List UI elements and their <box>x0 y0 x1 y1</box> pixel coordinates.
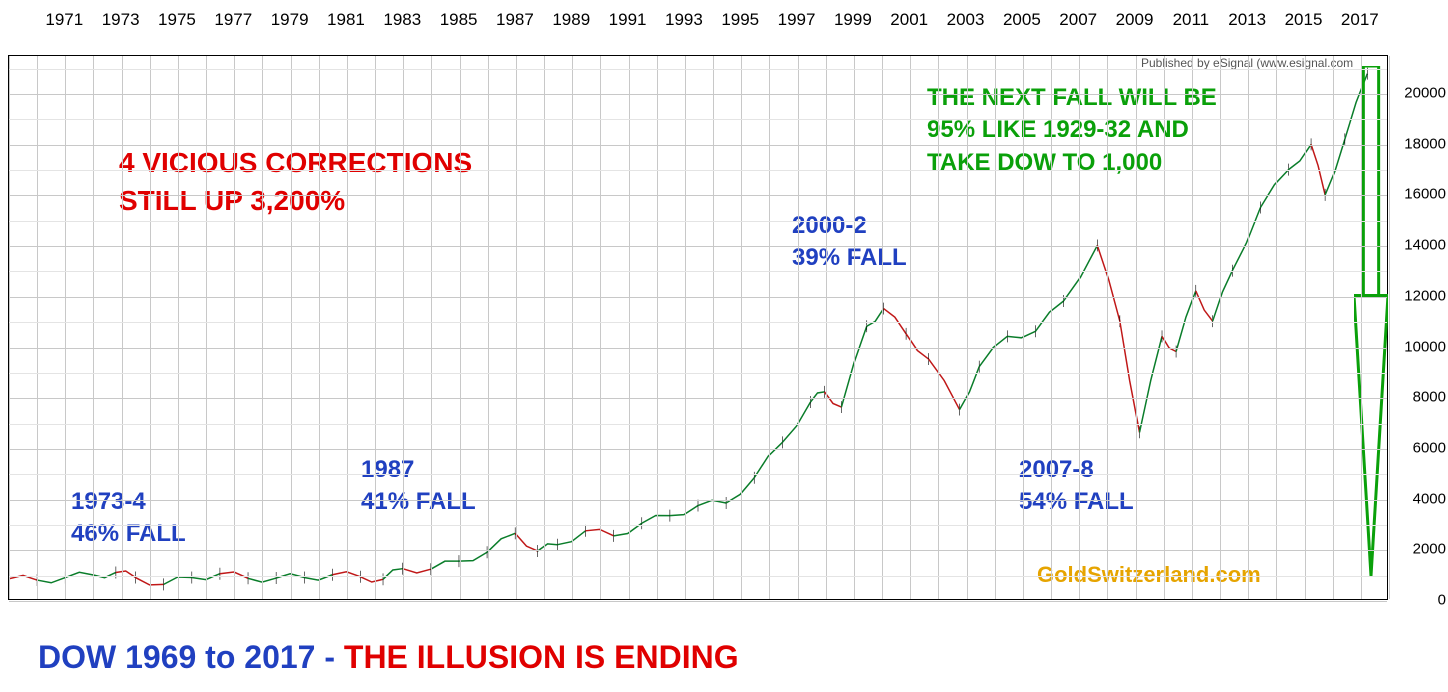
annot-line: 2000-2 <box>792 210 907 242</box>
annot-line: 41% FALL <box>361 486 476 518</box>
footer-title: DOW 1969 to 2017 - THE ILLUSION IS ENDIN… <box>38 639 739 676</box>
annotation-green-prediction: THE NEXT FALL WILL BE 95% LIKE 1929-32 A… <box>927 82 1217 179</box>
annotation-main-red: 4 VICIOUS CORRECTIONS STILL UP 3,200% <box>119 144 472 220</box>
y-tick-label: 0 <box>1438 592 1446 609</box>
y-tick-label: 4000 <box>1413 490 1446 507</box>
y-tick-label: 14000 <box>1404 237 1446 254</box>
x-tick-label: 1981 <box>327 10 365 30</box>
x-tick-label: 1993 <box>665 10 703 30</box>
plot-area: 4 VICIOUS CORRECTIONS STILL UP 3,200% TH… <box>8 55 1388 600</box>
annot-line: THE NEXT FALL WILL BE <box>927 82 1217 114</box>
annot-line: STILL UP 3,200% <box>119 182 472 220</box>
x-tick-label: 1973 <box>102 10 140 30</box>
x-tick-label: 2015 <box>1285 10 1323 30</box>
x-tick-label: 1971 <box>45 10 83 30</box>
y-tick-label: 16000 <box>1404 186 1446 203</box>
x-tick-label: 1977 <box>214 10 252 30</box>
annot-line: 54% FALL <box>1019 486 1134 518</box>
x-tick-label: 1999 <box>834 10 872 30</box>
y-tick-label: 18000 <box>1404 135 1446 152</box>
x-tick-label: 1989 <box>552 10 590 30</box>
annotation-2007: 2007-8 54% FALL <box>1019 454 1134 519</box>
x-tick-label: 2007 <box>1059 10 1097 30</box>
x-tick-label: 2003 <box>947 10 985 30</box>
annotation-1973: 1973-4 46% FALL <box>71 486 186 551</box>
x-tick-label: 2011 <box>1173 10 1210 30</box>
x-tick-label: 2005 <box>1003 10 1041 30</box>
annotation-2000: 2000-2 39% FALL <box>792 210 907 275</box>
y-tick-label: 12000 <box>1404 287 1446 304</box>
x-tick-label: 1987 <box>496 10 534 30</box>
annot-line: 1973-4 <box>71 486 186 518</box>
y-tick-label: 6000 <box>1413 439 1446 456</box>
y-tick-label: 10000 <box>1404 338 1446 355</box>
x-tick-label: 1991 <box>609 10 647 30</box>
footer-part2: THE ILLUSION IS ENDING <box>344 639 739 675</box>
annot-line: TAKE DOW TO 1,000 <box>927 147 1217 179</box>
footer-sep: - <box>315 639 343 675</box>
annot-line: 4 VICIOUS CORRECTIONS <box>119 144 472 182</box>
x-tick-label: 1975 <box>158 10 196 30</box>
x-tick-label: 2001 <box>890 10 928 30</box>
footer-part1: DOW 1969 to 2017 <box>38 639 315 675</box>
annot-line: 1987 <box>361 454 476 486</box>
y-axis: 0200040006000800010000120001400016000180… <box>1393 55 1448 600</box>
annot-line: 46% FALL <box>71 518 186 550</box>
y-tick-label: 20000 <box>1404 85 1446 102</box>
annot-line: 2007-8 <box>1019 454 1134 486</box>
y-tick-label: 2000 <box>1413 541 1446 558</box>
x-tick-label: 1983 <box>383 10 421 30</box>
x-tick-label: 1997 <box>778 10 816 30</box>
dow-chart: 1971 1973 1975 1977 1979 1981 1983 1985 1987 1989… <box>0 0 1448 692</box>
x-tick-label: 1985 <box>440 10 478 30</box>
x-tick-label: 2017 <box>1341 10 1379 30</box>
x-axis: 1971 1973 1975 1977 1979 1981 1983 1985 1987 1989… <box>0 10 1448 40</box>
y-tick-label: 8000 <box>1413 389 1446 406</box>
x-tick-label: 1995 <box>721 10 759 30</box>
x-tick-label: 2009 <box>1116 10 1154 30</box>
x-tick-label: 1979 <box>271 10 309 30</box>
annot-line: 39% FALL <box>792 242 907 274</box>
x-tick-label: 2013 <box>1228 10 1266 30</box>
annotation-1987: 1987 41% FALL <box>361 454 476 519</box>
